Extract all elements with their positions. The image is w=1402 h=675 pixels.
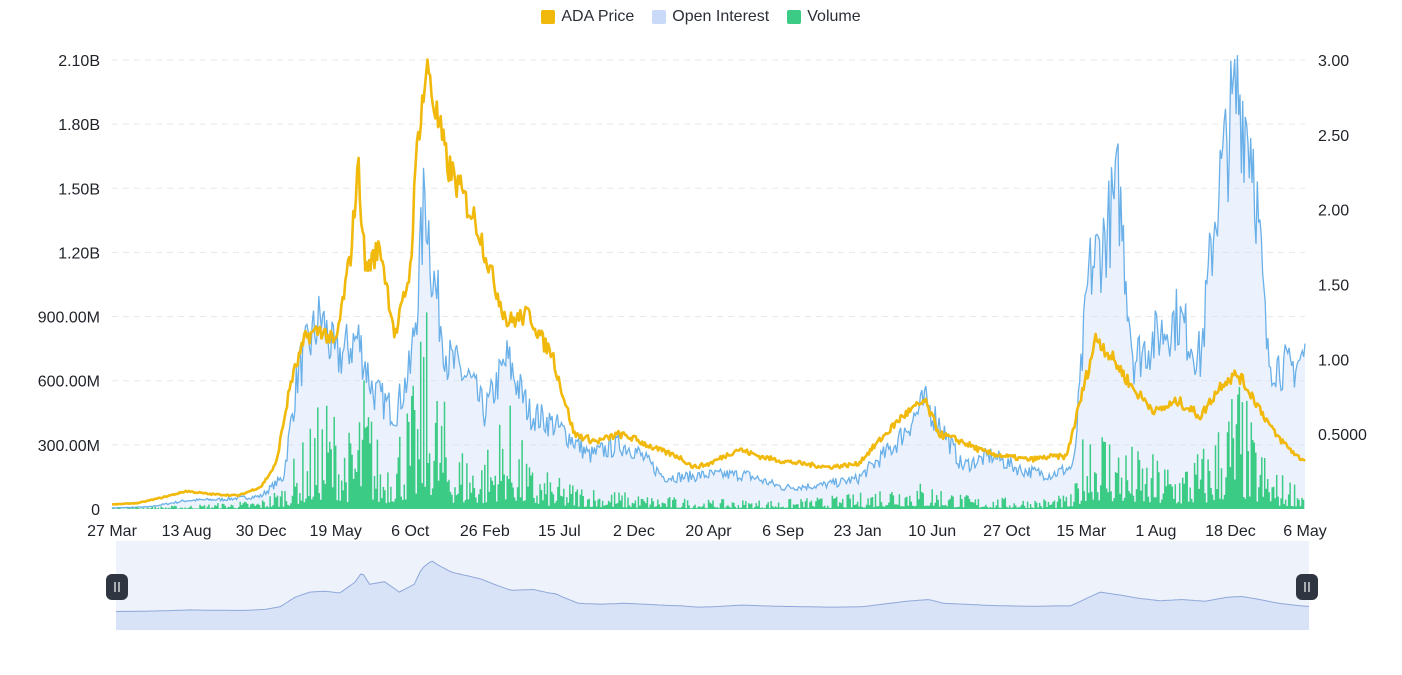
legend-price-label: ADA Price <box>561 8 635 25</box>
left-tick-label: 600.00M <box>38 374 100 391</box>
legend-oi-label: Open Interest <box>672 8 770 25</box>
open-interest-series <box>111 55 1306 509</box>
left-tick-label: 900.00M <box>38 310 100 327</box>
right-tick-label: 3.00 <box>1318 53 1349 70</box>
left-tick-label: 1.20B <box>58 245 100 262</box>
x-tick-label: 23 Jan <box>834 523 882 540</box>
right-tick-label: 2.00 <box>1318 203 1349 220</box>
x-tick-label: 6 May <box>1283 523 1327 540</box>
navigator-line <box>116 560 1310 612</box>
x-tick-label: 10 Jun <box>908 523 956 540</box>
legend-item-open-interest[interactable]: Open Interest <box>652 8 769 26</box>
navigator-right-handle[interactable] <box>1296 574 1318 600</box>
legend-item-price[interactable]: ADA Price <box>541 8 634 26</box>
left-tick-label: 300.00M <box>38 438 100 455</box>
x-tick-label: 27 Mar <box>87 523 137 540</box>
x-tick-label: 18 Dec <box>1205 523 1256 540</box>
right-axis-ticks: 0.5000 1.00 1.50 2.00 2.50 3.00 <box>1318 53 1367 444</box>
price-line <box>111 58 1306 506</box>
right-tick-label: 2.50 <box>1318 128 1349 145</box>
x-tick-label: 15 Jul <box>538 523 581 540</box>
right-tick-label: 0.5000 <box>1318 427 1367 444</box>
open-interest-area <box>112 55 1305 509</box>
x-tick-label: 20 Apr <box>685 523 732 540</box>
legend-oi-swatch <box>652 10 667 24</box>
x-tick-label: 1 Aug <box>1135 523 1176 540</box>
right-tick-label: 1.50 <box>1318 278 1349 295</box>
right-tick-label: 1.00 <box>1318 352 1349 369</box>
x-tick-label: 30 Dec <box>236 523 287 540</box>
x-tick-label: 15 Mar <box>1056 523 1106 540</box>
x-tick-label: 2 Dec <box>613 523 655 540</box>
legend-volume-swatch <box>787 10 802 24</box>
left-axis-ticks: 0 300.00M 600.00M 900.00M 1.20B 1.50B 1.80B 2.1… <box>38 53 100 519</box>
x-tick-label: 13 Aug <box>162 523 212 540</box>
left-tick-label: 1.80B <box>58 117 100 134</box>
price-series <box>111 58 1306 506</box>
x-axis-ticks: 27 Mar 13 Aug 30 Dec 19 May 6 Oct 26 Feb 15 Ju… <box>87 523 1327 540</box>
x-tick-label: 27 Oct <box>983 523 1031 540</box>
left-tick-label: 0 <box>91 502 100 519</box>
volume-series <box>111 312 1305 509</box>
handle-grip <box>106 574 128 600</box>
legend: ADA Price Open Interest Volume <box>0 8 1402 26</box>
x-tick-label: 26 Feb <box>460 523 510 540</box>
x-tick-label: 6 Oct <box>391 523 430 540</box>
open-interest-line <box>111 55 1306 509</box>
legend-price-swatch <box>541 10 556 24</box>
left-tick-label: 1.50B <box>58 181 100 198</box>
handle-grip <box>1296 574 1318 600</box>
x-tick-label: 6 Sep <box>762 523 804 540</box>
legend-item-volume[interactable]: Volume <box>787 8 861 26</box>
x-tick-label: 19 May <box>309 523 361 540</box>
navigator-left-handle[interactable] <box>106 574 128 600</box>
range-navigator[interactable] <box>106 541 1318 630</box>
legend-volume-label: Volume <box>807 8 861 25</box>
left-tick-label: 2.10B <box>58 53 100 70</box>
volume-bars <box>111 312 1305 509</box>
navigator-area <box>116 561 1309 630</box>
